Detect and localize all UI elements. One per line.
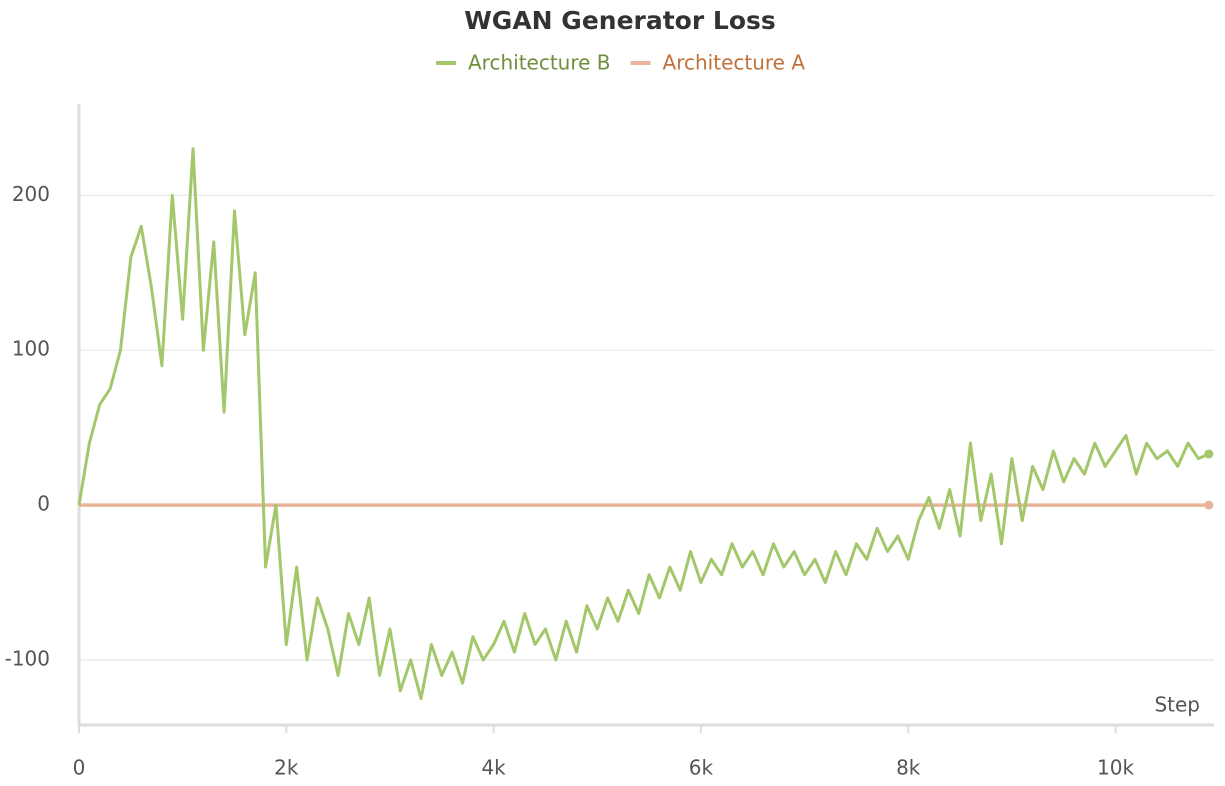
x-tick-label: 10k [1097,756,1134,780]
x-tick-label: 0 [73,756,86,780]
legend: Architecture B Architecture A [436,51,805,75]
x-tick-label: 8k [896,756,921,780]
y-tick-label: 0 [37,492,50,516]
x-tick-label: 2k [274,756,299,780]
end-point [1204,449,1214,459]
end-point [1204,500,1214,510]
y-tick-label: -100 [5,646,50,670]
line [77,147,1210,701]
legend-label: Architecture A [663,51,806,75]
x-tick-label: 4k [481,756,506,780]
y-tick-label: 100 [12,337,50,361]
x-axis-label: Step [1154,693,1200,717]
legend-label: Architecture B [468,51,611,75]
x-tick-label: 6k [689,756,714,780]
y-tick-label: 200 [12,182,50,206]
chart-title: WGAN Generator Loss [464,6,776,35]
